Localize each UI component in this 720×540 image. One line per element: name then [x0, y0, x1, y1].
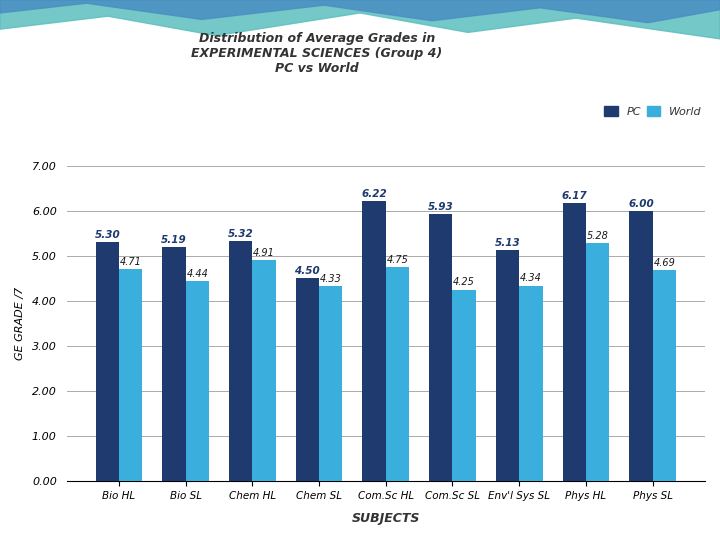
Bar [186, 281, 209, 481]
Text: 5.19: 5.19 [161, 235, 186, 245]
Text: 6.22: 6.22 [361, 188, 387, 199]
X-axis label: SUBJECTS: SUBJECTS [351, 512, 420, 525]
Text: 5.32: 5.32 [228, 229, 253, 239]
Text: 4.91: 4.91 [253, 248, 275, 258]
Bar [252, 260, 276, 481]
Bar [586, 243, 609, 481]
Text: 4.71: 4.71 [120, 256, 142, 267]
Text: 4.33: 4.33 [320, 274, 342, 284]
Bar [629, 211, 652, 481]
Text: 6.17: 6.17 [562, 191, 587, 201]
Bar [429, 214, 452, 481]
Bar [319, 286, 343, 481]
Bar [562, 203, 586, 481]
Bar [362, 201, 386, 481]
Y-axis label: GE GRADE /7: GE GRADE /7 [15, 287, 25, 360]
Bar [229, 241, 252, 481]
Text: 4.69: 4.69 [653, 258, 675, 267]
Bar [96, 242, 119, 481]
Polygon shape [0, 0, 720, 39]
Bar [652, 270, 676, 481]
Bar [496, 250, 519, 481]
Text: 4.34: 4.34 [520, 273, 541, 284]
Text: 5.93: 5.93 [428, 201, 454, 212]
Text: 4.25: 4.25 [453, 278, 475, 287]
Bar [452, 289, 476, 481]
Bar [162, 247, 186, 481]
Text: 4.50: 4.50 [294, 266, 320, 276]
Polygon shape [0, 0, 720, 23]
Legend: PC, World: PC, World [600, 102, 706, 121]
Bar [119, 269, 143, 481]
Text: 4.75: 4.75 [387, 255, 408, 265]
Bar [386, 267, 409, 481]
Bar [519, 286, 543, 481]
Text: Distribution of Average Grades in
EXPERIMENTAL SCIENCES (Group 4)
PC vs World: Distribution of Average Grades in EXPERI… [192, 32, 442, 76]
Bar [296, 279, 319, 481]
Text: 4.44: 4.44 [186, 269, 208, 279]
Text: 5.13: 5.13 [495, 238, 521, 248]
Text: 6.00: 6.00 [628, 199, 654, 208]
Text: 5.30: 5.30 [94, 230, 120, 240]
Text: 5.28: 5.28 [587, 231, 608, 241]
